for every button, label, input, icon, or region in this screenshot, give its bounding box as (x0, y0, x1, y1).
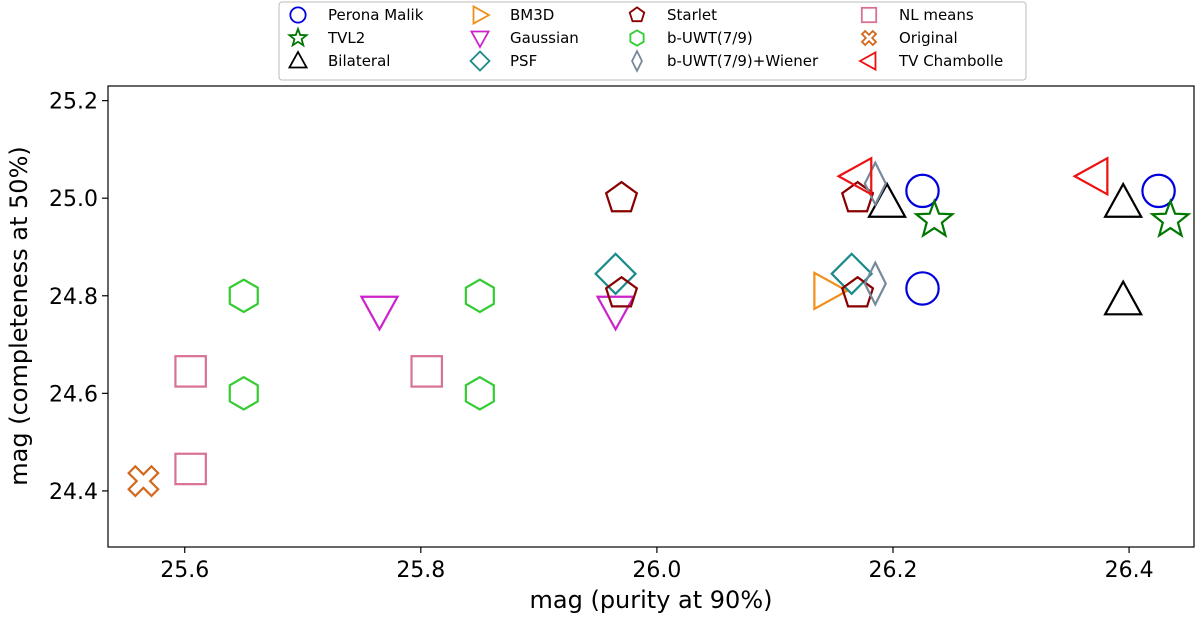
plot-frame (107, 85, 1195, 548)
x-tick-label: 25.6 (160, 558, 209, 583)
legend-label-tv-chambolle: TV Chambolle (898, 52, 1003, 70)
data-point-bm3d (813, 270, 850, 311)
x-axis-ticks: 25.6 25.8 26.0 26.2 26.4 (160, 547, 1154, 583)
legend-marker-b-uwt-7-9 (629, 29, 645, 47)
data-point-perona-malik (905, 271, 940, 306)
data-point-perona-malik (905, 173, 940, 209)
data-point-nl-means (174, 355, 207, 388)
data-point-tvl2 (913, 198, 956, 239)
legend-label-nl-means: NL means (899, 6, 974, 24)
x-tick-label: 26.4 (1105, 558, 1154, 583)
data-point-b-uwt-7-9 (464, 375, 495, 411)
legend-marker-perona-malik (289, 6, 307, 24)
legend-label-b-uwt-7-9-wiener: b-UWT(7/9)+Wiener (667, 52, 819, 70)
y-tick-label: 24.4 (49, 480, 98, 505)
legend-marker-bilateral (287, 50, 309, 69)
y-axis-label: mag (completeness at 50%) (5, 146, 33, 485)
legend-label-original: Original (899, 29, 958, 47)
data-point-psf (594, 252, 638, 296)
legend-marker-bm3d (472, 4, 491, 26)
legend-label-bm3d: BM3D (510, 6, 554, 24)
legend-marker-tvl2 (286, 26, 310, 48)
data-point-b-uwt-7-9-wiener (863, 160, 887, 207)
x-tick-label: 26.0 (632, 558, 681, 583)
data-point-gaussian (595, 295, 636, 332)
data-point-psf (830, 252, 874, 296)
legend-frame (278, 1, 1027, 81)
legend-marker-psf (469, 50, 491, 72)
legend-marker-nl-means (860, 6, 878, 24)
legend-label-gaussian: Gaussian (510, 29, 579, 47)
y-axis-ticks: 24.4 24.6 24.8 25.0 25.2 (49, 90, 108, 505)
data-point-nl-means (410, 355, 444, 388)
legend-marker-original (860, 29, 878, 47)
data-point-nl-means (174, 452, 207, 486)
legend-marker-gaussian (469, 30, 491, 49)
data-point-gaussian (359, 295, 400, 332)
x-tick-label: 26.2 (868, 558, 917, 583)
x-axis-label: mag (purity at 90%) (530, 586, 773, 614)
data-point-b-uwt-7-9-wiener (863, 260, 887, 307)
data-point-starlet (840, 275, 875, 308)
data-point-perona-malik (1141, 173, 1176, 209)
data-point-starlet (604, 180, 639, 213)
y-tick-label: 24.8 (49, 285, 98, 310)
legend-label-b-uwt-7-9: b-UWT(7/9) (667, 29, 753, 47)
y-tick-label: 25.0 (49, 187, 98, 212)
y-tick-label: 25.2 (49, 90, 98, 115)
data-point-b-uwt-7-9 (228, 375, 259, 411)
legend-label-psf: PSF (510, 52, 537, 70)
legend-marker-tv-chambolle (858, 50, 877, 72)
legend-marker-starlet (628, 6, 646, 23)
data-point-bilateral (1103, 279, 1144, 316)
data-point-starlet (604, 275, 639, 308)
legend-label-perona-malik: Perona Malik (328, 6, 424, 24)
data-point-tvl2 (1149, 198, 1192, 239)
data-point-tv-chambolle (836, 156, 873, 197)
data-point-bilateral (1103, 181, 1144, 218)
legend-marker-b-uwt-7-9-wiener (631, 49, 643, 73)
legend-label-starlet: Starlet (667, 6, 717, 24)
data-point-b-uwt-7-9 (228, 278, 259, 314)
legend: Perona Malik TVL2 Bilateral BM3D Gaussian PSF… (278, 1, 1027, 81)
data-point-tv-chambolle (1072, 156, 1109, 197)
x-tick-label: 25.8 (396, 558, 445, 583)
data-point-original (127, 464, 160, 498)
data-markers (127, 156, 1192, 498)
y-tick-label: 24.6 (49, 382, 98, 407)
data-point-b-uwt-7-9 (464, 278, 495, 314)
legend-label-bilateral: Bilateral (328, 52, 390, 70)
legend-label-tvl2: TVL2 (327, 29, 365, 47)
